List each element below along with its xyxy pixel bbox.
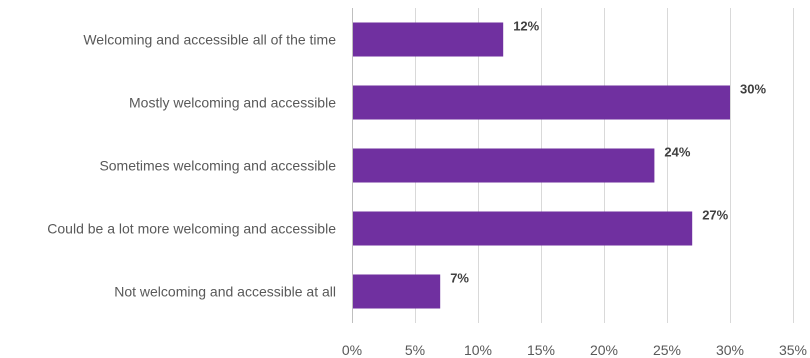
x-tick-label-25: 25%: [653, 342, 681, 358]
category-label-2: Mostly welcoming and accessible: [129, 95, 336, 111]
x-tick-label-20: 20%: [590, 342, 618, 358]
data-label-2: 30%: [740, 81, 766, 96]
category-label-1: Welcoming and accessible all of the time: [83, 32, 336, 48]
data-label-5: 7%: [450, 270, 469, 285]
x-tick-labels: 0% 5% 10% 15% 20% 25% 30% 35%: [342, 342, 807, 358]
x-tick-label-35: 35%: [779, 342, 807, 358]
data-labels: 12% 30% 24% 27% 7%: [450, 18, 766, 285]
data-label-1: 12%: [513, 18, 539, 33]
category-label-4: Could be a lot more welcoming and access…: [47, 221, 336, 237]
bars: [353, 22, 730, 309]
bar-5: [353, 274, 441, 309]
bar-2: [353, 85, 730, 120]
x-tick-label-15: 15%: [527, 342, 555, 358]
bar-1: [353, 22, 504, 57]
category-label-3: Sometimes welcoming and accessible: [99, 158, 336, 174]
bar-3: [353, 148, 655, 183]
data-label-4: 27%: [702, 207, 728, 222]
x-tick-label-0: 0%: [342, 342, 362, 358]
category-labels: Welcoming and accessible all of the time…: [47, 32, 336, 300]
x-tick-label-5: 5%: [405, 342, 425, 358]
bar-4: [353, 211, 693, 246]
category-label-5: Not welcoming and accessible at all: [114, 284, 336, 300]
x-tick-label-30: 30%: [716, 342, 744, 358]
x-tick-label-10: 10%: [464, 342, 492, 358]
data-label-3: 24%: [664, 144, 690, 159]
